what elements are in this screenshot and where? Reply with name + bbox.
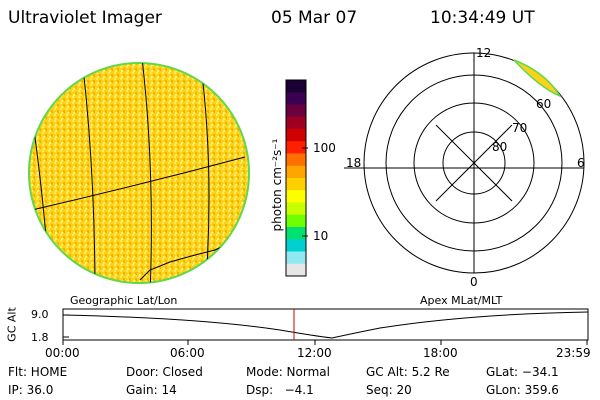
xtick-0000: 00:00 [45,346,80,360]
alt-ytick-bottom: 1.8 [31,331,49,344]
colorbar-swatch [286,251,306,265]
xtick-1800: 18:00 [423,346,458,360]
mlt-label-0: 0 [470,275,478,289]
mlt-label-6: 6 [577,156,585,170]
info-door: Door: Closed [126,365,203,379]
mlat-label-70: 70 [512,121,528,135]
colorbar-frame [285,79,307,277]
mlt-label-18: 18 [346,156,362,170]
colorbar-swatch [286,129,306,142]
colorbar-tick-100: 100 [313,141,336,155]
colorbar-swatch [286,141,306,154]
info-gc-alt: GC Alt: 5.2 Re [366,365,450,379]
info-ip: IP: 36.0 [8,383,54,397]
apex-caption: Apex MLat/MLT [420,294,503,307]
colorbar-swatch [286,202,306,216]
alt-ylabel: GC Alt [5,307,19,342]
colorbar [285,79,307,277]
mlat-label-80: 80 [492,140,508,154]
parallel-line [31,156,246,211]
colorbar-swatch [286,165,306,179]
alt-ytick-top: 9.0 [31,308,49,321]
meridian-line [81,63,96,283]
geographic-caption: Geographic Lat/Lon [70,294,178,307]
colorbar-swatch [286,80,306,93]
colorbar-swatch [286,92,306,105]
time-label: 10:34:49 UT [430,8,535,28]
colorbar-swatch [286,239,306,252]
auroral-oval-fragment [513,59,562,98]
info-gain: Gain: 14 [126,383,177,397]
colorbar-tick-10: 10 [313,229,329,243]
xtick-2359: 23:59 [556,346,591,360]
polar-grid [344,52,585,274]
info-seq: Seq: 20 [366,383,412,397]
colorbar-swatch [286,263,306,277]
meridian-line [141,63,152,283]
colorbar-label: photon cm⁻²s⁻¹ [270,138,284,232]
info-mode: Mode: Normal [246,365,330,379]
colorbar-swatch [286,153,306,167]
instrument-title: Ultraviolet Imager [8,8,162,28]
colorbar-swatch [286,104,306,118]
xtick-0600: 06:00 [170,346,205,360]
info-glon: GLon: 359.6 [486,383,559,397]
info-glat: GLat: −34.1 [486,365,559,379]
colorbar-swatch [286,190,306,203]
geographic-image [28,62,250,284]
colorbar-swatch [286,178,306,191]
mlt-label-12: 12 [476,46,492,60]
altitude-plot [62,308,589,345]
colorbar-swatch [286,227,306,240]
info-dsp: Dsp: −4.1 [246,383,314,397]
date-label: 05 Mar 07 [271,8,358,28]
info-flight: Flt: HOME [8,365,68,379]
mlat-label-60: 60 [536,97,552,111]
colorbar-swatch [286,116,306,130]
colorbar-swatch [286,214,306,228]
xtick-1200: 12:00 [297,346,332,360]
